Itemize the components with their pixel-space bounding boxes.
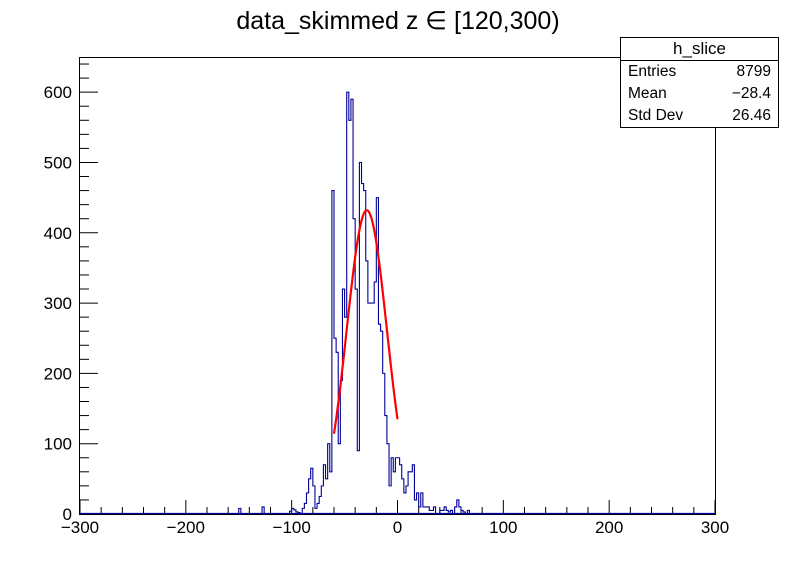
histogram-bin (414, 500, 416, 514)
histogram-bin (393, 472, 395, 514)
tick-labels: −300 −200 −100 0 100 200 300 0 100 200 300 400 500 60… (44, 83, 730, 537)
histogram-bin (404, 493, 406, 514)
stats-row-entries: Entries 8799 (621, 61, 778, 83)
plot-frame (79, 57, 716, 515)
y-tick-label: 300 (44, 294, 72, 313)
stats-stddev-value: 26.46 (732, 107, 771, 124)
histogram-bin (370, 303, 372, 514)
fit-layer (332, 209, 399, 434)
stats-stddev-label: Std Dev (628, 107, 684, 124)
histogram-bin (357, 451, 359, 514)
gaussian-fit-curve (332, 209, 399, 434)
chart-title: data_skimmed z ∈ [120,300) (236, 7, 560, 35)
y-tick-label: 500 (44, 153, 72, 172)
histogram-outline (238, 91, 506, 515)
x-tick-label: 200 (595, 518, 623, 537)
y-tick-label: 600 (44, 83, 72, 102)
x-tick-label: 0 (393, 518, 402, 537)
histogram-bin (378, 324, 380, 514)
histogram-bin (338, 444, 340, 514)
stats-row-mean: Mean −28.4 (621, 83, 778, 105)
histogram-bin (330, 472, 332, 514)
x-tick-label: −300 (61, 518, 99, 537)
x-tick-label: −100 (273, 518, 311, 537)
histogram-layer (80, 91, 715, 515)
stats-box-title: h_slice (621, 38, 778, 61)
histogram-bin (368, 303, 370, 514)
y-tick-label: 0 (63, 505, 72, 524)
y-tick-label: 200 (44, 364, 72, 383)
stats-entries-label: Entries (628, 63, 677, 80)
stats-mean-value: −28.4 (731, 85, 771, 102)
stats-entries-value: 8799 (736, 63, 771, 80)
histogram-bin (326, 479, 328, 514)
x-tick-label: −200 (167, 518, 205, 537)
stats-mean-label: Mean (628, 85, 667, 102)
y-tick-label: 100 (44, 435, 72, 454)
histogram-bin (362, 184, 364, 514)
stats-row-stddev: Std Dev 26.46 (621, 105, 778, 127)
x-tick-label: 100 (489, 518, 517, 537)
y-tick-label: 400 (44, 224, 72, 243)
histogram-bin (410, 472, 412, 514)
histogram-bin (374, 282, 376, 514)
stats-box: h_slice Entries 8799 Mean −28.4 Std Dev … (620, 37, 779, 128)
histogram-bin (389, 486, 391, 514)
axis-ticks (79, 63, 716, 515)
x-tick-label: 300 (701, 518, 729, 537)
histogram-bin (372, 303, 374, 514)
